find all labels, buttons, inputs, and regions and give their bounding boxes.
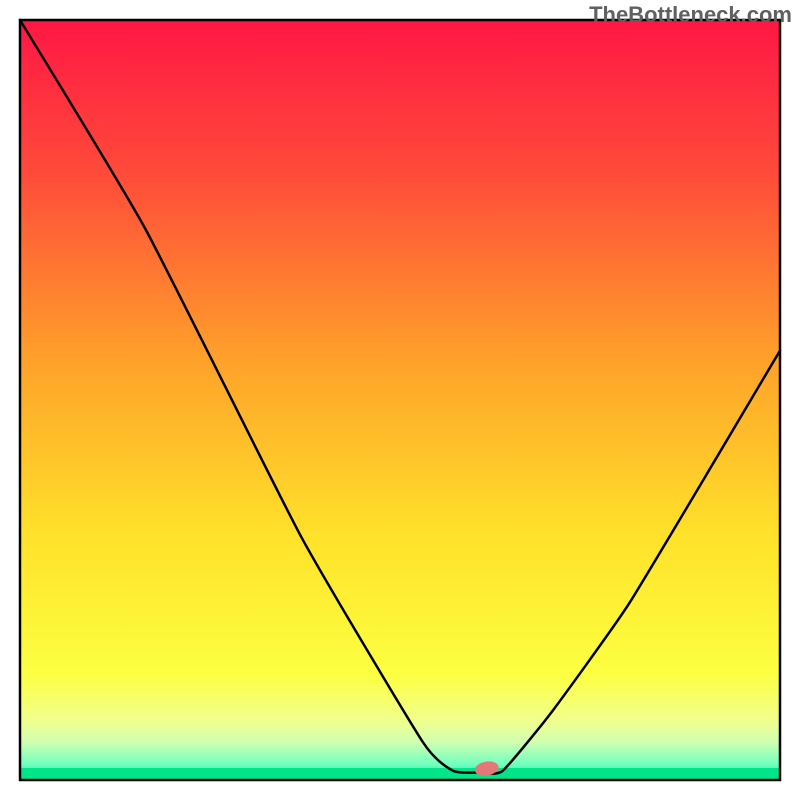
bottom-strip: [20, 768, 780, 780]
chart-svg: [0, 0, 800, 800]
gradient-background: [20, 20, 780, 780]
bottleneck-chart: TheBottleneck.com: [0, 0, 800, 800]
watermark-label: TheBottleneck.com: [589, 2, 792, 28]
